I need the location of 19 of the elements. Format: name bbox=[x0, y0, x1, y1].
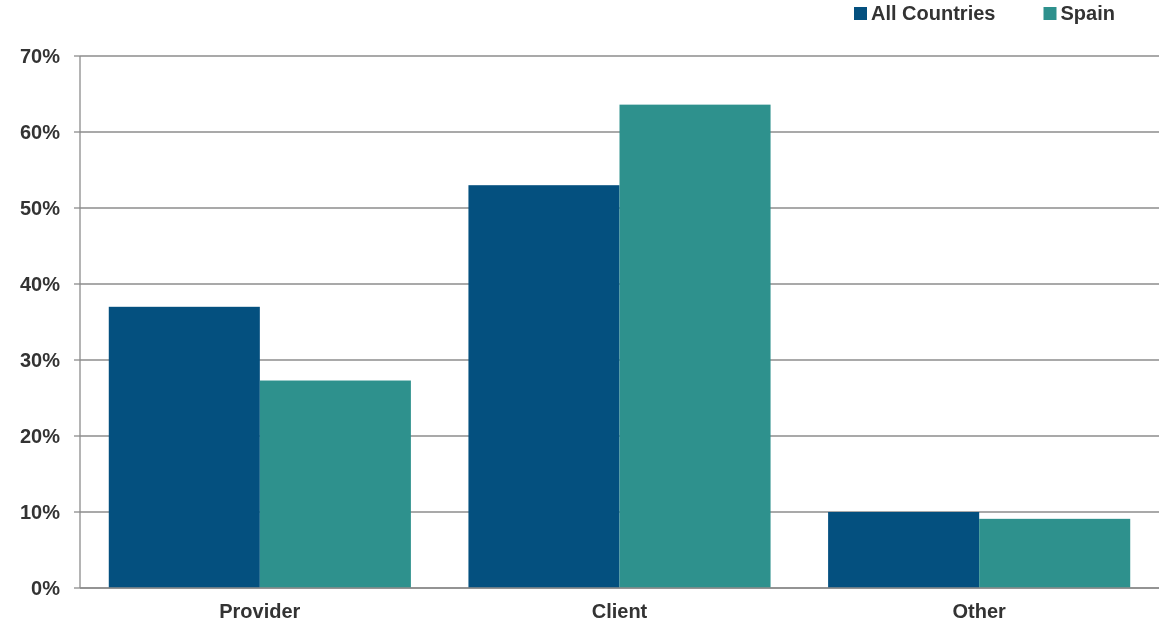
legend-label: All Countries bbox=[871, 2, 996, 24]
y-tick-label: 40% bbox=[19, 273, 61, 295]
y-tick-label: 20% bbox=[19, 425, 61, 447]
x-tick-label: Provider bbox=[219, 600, 301, 622]
legend-label: Spain bbox=[1060, 2, 1115, 24]
x-tick-label: Other bbox=[952, 600, 1007, 622]
y-tick-label: 0% bbox=[31, 577, 61, 599]
bar bbox=[259, 380, 411, 588]
y-tick-label: 70% bbox=[19, 45, 61, 67]
bar bbox=[979, 518, 1131, 588]
bar bbox=[619, 104, 771, 588]
y-tick-label: 30% bbox=[19, 349, 61, 371]
y-tick-label: 10% bbox=[19, 501, 61, 523]
y-tick-label: 60% bbox=[19, 121, 61, 143]
bar bbox=[108, 306, 260, 588]
x-tick-label: Client bbox=[591, 600, 648, 622]
bar bbox=[828, 512, 980, 588]
bar bbox=[468, 185, 620, 588]
y-tick-label: 50% bbox=[19, 197, 61, 219]
